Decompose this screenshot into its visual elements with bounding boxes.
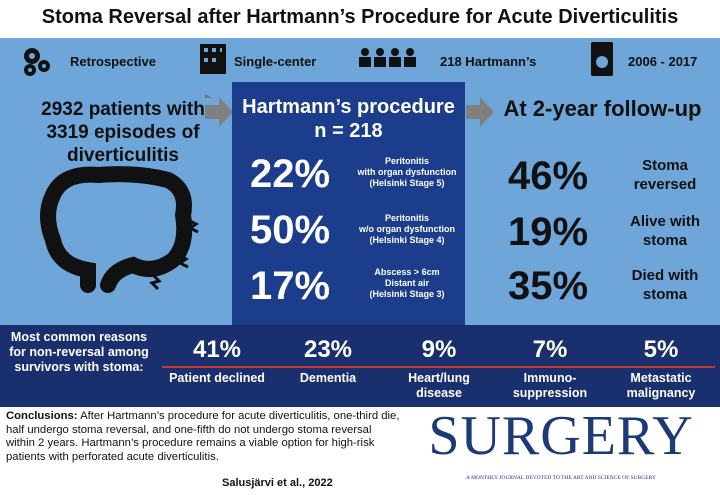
journal-tagline: A MONTHLY JOURNAL DEVOTED TO THE ART AND… (466, 475, 656, 481)
group-line: Peritonitis (384, 156, 429, 166)
group-line: with organ dysfunction (357, 167, 457, 177)
outcome-percent: 35% (508, 264, 589, 308)
conclusions-text: After Hartmann’s procedure for acute div… (6, 410, 400, 463)
group-line: (Helsinki Stage 4) (369, 235, 445, 245)
study-design: Retrospective (70, 54, 156, 69)
arrow (205, 97, 233, 127)
reason-percent: 5% (643, 336, 679, 363)
icons (24, 42, 613, 98)
reason-percent: 9% (421, 336, 457, 363)
study-size: 218 Hartmann’s (440, 54, 537, 69)
group-line: Distant air (384, 278, 429, 288)
procedure-n: n = 218 (314, 120, 383, 142)
journal-name: SURGERY (428, 405, 694, 467)
reason-label: Heart/lung disease (408, 371, 470, 400)
colon-drawing (40, 166, 199, 293)
population: 2932 patients with 3319 episodes of dive… (41, 99, 205, 166)
citation: Salusjärvi et al., 2022 (222, 477, 333, 489)
group-line: Abscess > 6cm (374, 267, 440, 277)
group-description: Abscess > 6cm Distant air (Helsinki Stag… (352, 267, 462, 300)
outcome-label: Stoma reversed (633, 157, 697, 193)
arrow (466, 97, 494, 127)
reason-label: Dementia (299, 371, 357, 385)
group-line: w/o organ dysfunction (359, 224, 455, 234)
procedure-title: Hartmann’s procedure (242, 96, 455, 118)
outcome-label: Alive with stoma (629, 213, 700, 249)
group-line: (Helsinki Stage 3) (369, 289, 445, 299)
reason-percent: 23% (303, 336, 353, 363)
reason-percent: 7% (532, 336, 568, 363)
group-description: Peritonitis w/o organ dysfunction (Helsi… (352, 213, 462, 246)
conclusions: Conclusions: After Hartmann’s procedure … (6, 410, 402, 464)
reason-label: Patient declined (169, 371, 265, 385)
reason-label: Metastatic malignancy (626, 371, 696, 400)
outcome-percent: 46% (508, 154, 589, 198)
conclusions-heading: Conclusions: (6, 410, 78, 422)
non-reversal-title: Most common reasons for non-reversal amo… (9, 330, 149, 374)
group-line: Peritonitis (384, 213, 429, 223)
outcome-percent: 19% (508, 210, 589, 254)
group-description: Peritonitis with organ dysfunction (Hels… (352, 156, 462, 189)
title: Stoma Reversal after Hartmann’s Procedur… (41, 6, 679, 28)
study-period: 2006 - 2017 (628, 54, 698, 69)
group-percent: 17% (250, 264, 331, 308)
outcome-label: Died with stoma (631, 267, 699, 303)
group-line: (Helsinki Stage 5) (369, 178, 445, 188)
group-percent: 50% (250, 208, 331, 252)
divider (162, 366, 715, 368)
procedure-box (232, 82, 465, 325)
reason-label: Immuno-suppression (512, 371, 588, 400)
group-percent: 22% (250, 152, 331, 196)
follow-up-title: At 2-year follow-up (503, 96, 702, 121)
study-setting: Single-center (234, 54, 317, 69)
reason-percent: 41% (192, 336, 242, 363)
